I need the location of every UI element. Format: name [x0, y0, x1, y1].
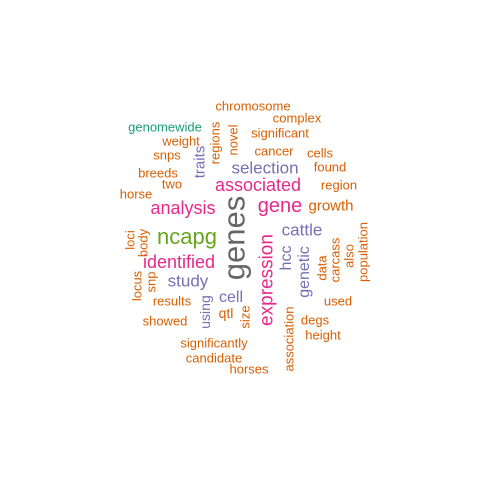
word-association: association: [281, 306, 297, 372]
word-cells: cells: [306, 145, 334, 161]
word-region: region: [320, 177, 358, 193]
word-degs: degs: [300, 312, 330, 328]
word-identified: identified: [142, 252, 216, 272]
word-snp: snp: [143, 271, 159, 293]
word-novel: novel: [225, 124, 241, 156]
word-cancer: cancer: [254, 143, 294, 159]
word-growth: growth: [308, 197, 354, 215]
word-regions: regions: [207, 121, 223, 165]
word-cell: cell: [218, 289, 244, 306]
word-significantly: significantly: [180, 335, 248, 351]
word-complex: complex: [272, 110, 322, 126]
word-significant: significant: [251, 125, 309, 141]
word-cattle: cattle: [281, 220, 323, 240]
word-using: using: [197, 295, 213, 329]
word-expression: expression: [256, 234, 278, 326]
word-also: also: [341, 244, 357, 268]
word-horses: horses: [229, 361, 269, 377]
word-genetic: genetic: [296, 246, 313, 298]
word-population: population: [355, 222, 371, 282]
word-results: results: [152, 293, 192, 309]
word-height: height: [305, 327, 341, 343]
word-found: found: [313, 159, 347, 175]
word-genomewide: genomewide: [128, 119, 202, 135]
word-two: two: [161, 176, 183, 192]
word-snps: snps: [153, 147, 181, 163]
word-selection: selection: [231, 158, 299, 178]
word-analysis: analysis: [150, 198, 216, 218]
word-weight: weight: [162, 133, 200, 149]
word-associated: associated: [214, 175, 302, 195]
word-gene: gene: [257, 195, 303, 217]
word-genes: genes: [216, 195, 252, 281]
word-horse: horse: [119, 186, 153, 202]
word-study: study: [167, 271, 209, 291]
word-hcc: hcc: [278, 245, 295, 271]
word-size: size: [237, 305, 253, 329]
word-ncapg: ncapg: [157, 224, 217, 249]
word-qtl: qtl: [218, 305, 234, 321]
word-breeds: breeds: [138, 165, 178, 181]
word-used: used: [323, 293, 353, 309]
word-candidate: candidate: [185, 350, 243, 366]
word-chromosome: chromosome: [215, 98, 291, 114]
word-locus: locus: [129, 270, 145, 302]
word-traits: traits: [191, 145, 209, 179]
word-showed: showed: [142, 313, 188, 329]
word-carcass: carcass: [327, 237, 343, 283]
